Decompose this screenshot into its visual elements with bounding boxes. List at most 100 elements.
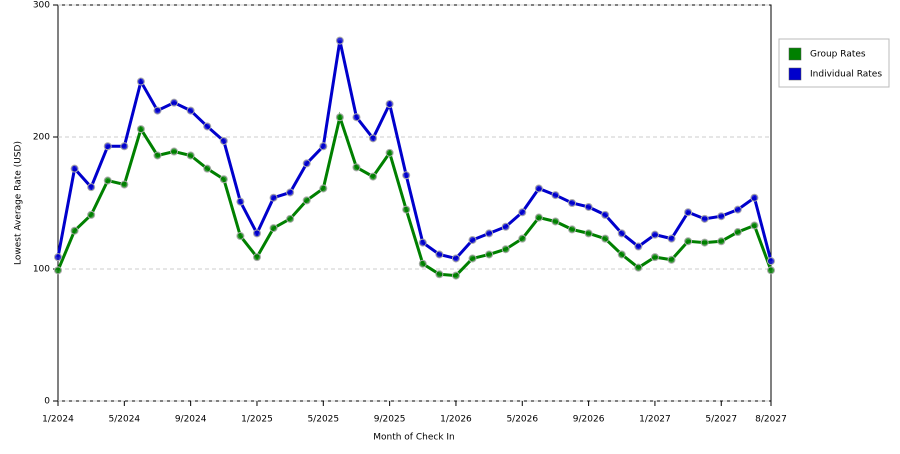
point (750, 221, 759, 230)
x-tick-label: 9/2026 (573, 415, 605, 425)
point (601, 210, 610, 219)
point (584, 229, 593, 238)
point (352, 163, 361, 172)
point (451, 271, 460, 280)
point (203, 164, 212, 173)
x-tick-label: 1/2025 (241, 415, 273, 425)
point (634, 263, 643, 272)
point (70, 226, 79, 235)
point (87, 210, 96, 219)
point (485, 229, 494, 238)
y-tick-label: 100 (33, 265, 50, 275)
point (568, 225, 577, 234)
point (650, 230, 659, 239)
point (468, 235, 477, 244)
x-tick-label: 5/2024 (108, 415, 140, 425)
point (534, 184, 543, 193)
point (767, 257, 775, 266)
point (418, 238, 427, 247)
point (236, 232, 245, 240)
point (518, 208, 527, 217)
point (717, 212, 726, 221)
point (684, 208, 693, 217)
point (617, 229, 626, 238)
point (534, 213, 543, 222)
point (120, 180, 129, 189)
point (186, 106, 195, 115)
point (767, 266, 775, 275)
point (750, 193, 759, 202)
point (485, 250, 494, 259)
y-tick-label: 0 (44, 397, 50, 407)
point (335, 113, 344, 122)
point (634, 242, 643, 251)
point (684, 237, 693, 246)
point (252, 253, 261, 262)
x-tick-label: 1/2024 (42, 415, 74, 425)
legend-swatch (788, 67, 802, 81)
point (667, 255, 676, 264)
point (551, 191, 560, 200)
x-tick-label: 1/2027 (639, 415, 671, 425)
point (252, 229, 261, 238)
point (418, 259, 427, 268)
point (186, 151, 195, 160)
x-tick-label: 1/2026 (440, 415, 472, 425)
point (54, 253, 62, 262)
point (219, 175, 228, 184)
point (319, 184, 328, 193)
x-tick-label: 9/2025 (374, 415, 406, 425)
point (650, 253, 659, 262)
point (568, 199, 577, 207)
point (451, 254, 460, 263)
point (302, 159, 311, 168)
point (286, 214, 295, 223)
legend-label: Individual Rates (810, 70, 882, 80)
point (551, 217, 560, 226)
point (170, 147, 179, 156)
point (501, 222, 510, 231)
point (435, 270, 444, 279)
x-tick-label: 5/2026 (506, 415, 538, 425)
point (468, 254, 477, 263)
point (219, 136, 228, 145)
point (369, 134, 378, 143)
point (103, 176, 112, 185)
legend-label: Group Rates (810, 50, 866, 60)
point (667, 234, 676, 243)
point (319, 142, 328, 151)
point (518, 234, 527, 243)
point (402, 171, 411, 180)
point (203, 122, 212, 131)
point (70, 164, 79, 173)
point (733, 228, 742, 237)
point (435, 250, 444, 259)
point (369, 172, 378, 181)
point (170, 98, 179, 107)
y-tick-label: 200 (33, 133, 50, 143)
point (136, 125, 145, 134)
point (352, 113, 361, 122)
x-tick-label: 9/2024 (175, 415, 207, 425)
point (335, 36, 344, 45)
point (700, 238, 709, 247)
point (153, 106, 162, 115)
point (700, 214, 709, 223)
point (54, 266, 62, 275)
legend-swatch (788, 47, 802, 61)
point (717, 237, 726, 246)
point (601, 234, 610, 243)
point (87, 183, 96, 192)
point (120, 142, 129, 151)
point (302, 196, 311, 205)
point (236, 197, 245, 206)
x-tick-label: 8/2027 (755, 415, 787, 425)
y-axis-title: Lowest Average Rate (USD) (14, 141, 24, 265)
point (269, 224, 278, 233)
point (136, 77, 145, 86)
point (286, 188, 295, 197)
point (103, 142, 112, 151)
point (153, 151, 162, 160)
point (402, 205, 411, 214)
